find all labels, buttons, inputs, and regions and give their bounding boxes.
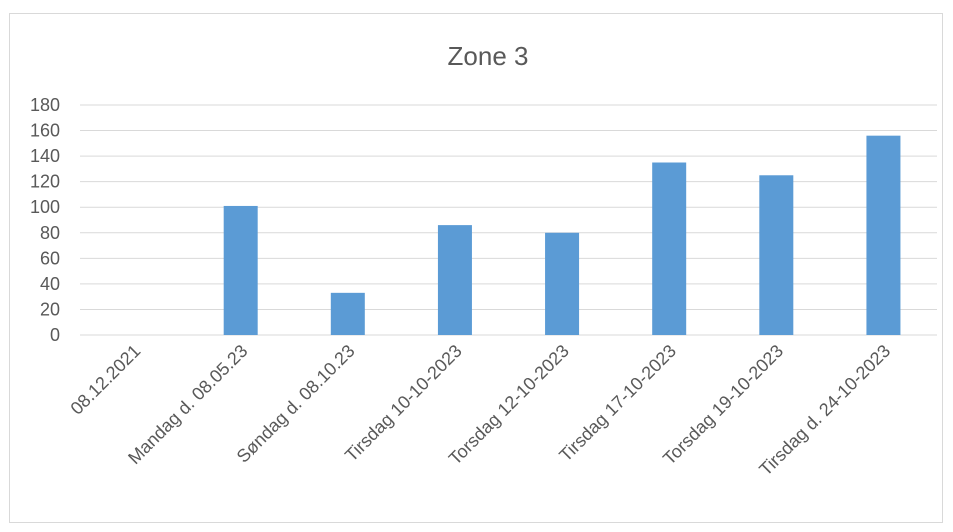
x-tick-label: 08.12.2021 (67, 341, 145, 419)
x-tick-label: Torsdag 19-10-2023 (659, 341, 787, 469)
y-tick-label: 0 (50, 325, 60, 345)
y-tick-label: 120 (30, 172, 60, 192)
y-tick-label: 80 (40, 223, 60, 243)
y-tick-label: 20 (40, 299, 60, 319)
y-axis-ticks: 0 20 40 60 80 100 120 140 160 180 (30, 95, 60, 345)
x-tick-label: Tirsdag 10-10-2023 (341, 341, 466, 466)
bar (437, 225, 472, 335)
bar (330, 292, 365, 335)
y-tick-label: 100 (30, 197, 60, 217)
y-tick-label: 140 (30, 146, 60, 166)
bar (545, 232, 580, 335)
chart-title: Zone 3 (448, 41, 529, 71)
gridlines (80, 104, 937, 336)
y-tick-label: 60 (40, 248, 60, 268)
x-tick-label: Mandag d. 08.05.23 (124, 341, 251, 468)
y-tick-label: 180 (30, 95, 60, 115)
bar (759, 175, 794, 335)
y-tick-label: 40 (40, 274, 60, 294)
bars (223, 135, 901, 335)
x-tick-label: Tirsdag 17-10-2023 (555, 341, 680, 466)
bar (652, 162, 687, 335)
bar (223, 205, 258, 335)
x-tick-label: Søndag d. 08.10.23 (233, 341, 359, 467)
x-tick-label: Torsdag 12-10-2023 (445, 341, 573, 469)
bar (866, 135, 901, 335)
y-tick-label: 160 (30, 121, 60, 141)
